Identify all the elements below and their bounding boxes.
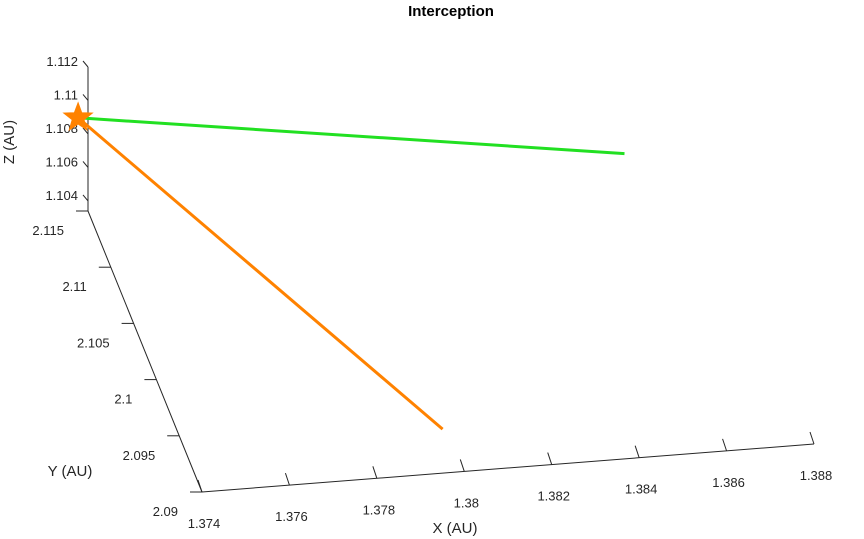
y-tick-label: 2.105 [77,335,110,350]
z-ticks: 1.104 1.106 1.108 1.11 1.112 [45,54,89,203]
z-tick-label: 1.11 [54,87,78,102]
y-ticks: 2.09 2.095 2.1 2.105 2.11 2.115 [32,210,202,519]
series-layer [77,116,625,431]
axes: 1.374 1.376 1.378 1.38 1.382 1.384 1.386 1.388 … [32,54,832,531]
x-ticks: 1.374 1.376 1.378 1.38 1.382 1.384 1.386 1.388 [188,431,833,531]
x-tick-mark [372,466,378,479]
z-tick-mark [82,161,89,168]
x-tick-label: 1.378 [363,502,396,517]
x-tick-label: 1.376 [275,509,308,524]
x-tick-mark [809,431,815,445]
x-tick-mark [722,438,728,452]
x-tick-label: 1.386 [712,475,745,490]
z-tick-mark [82,94,89,101]
x-tick-label: 1.384 [625,482,658,497]
z-tick-label: 1.112 [46,54,78,69]
y-tick-label: 2.1 [114,392,132,407]
x-tick-mark [547,452,553,465]
x-tick-mark [459,459,465,472]
z-tick-label: 1.106 [45,154,78,169]
x-tick-label: 1.374 [188,516,221,531]
y-tick-label: 2.09 [153,504,178,519]
y-axis-label: Y (AU) [48,463,93,480]
series-line-2 [77,116,444,431]
z-tick-mark [82,194,89,202]
z-tick-mark [82,60,89,68]
y-tick-label: 2.115 [32,223,64,238]
z-tick-mark [82,127,89,135]
marker-layer [62,101,94,132]
x-tick-label: 1.38 [454,495,479,510]
x-axis-label: X (AU) [433,520,478,537]
z-axis-label: Z (AU) [1,120,18,164]
x-tick-mark [284,472,290,486]
x-axis-line [201,443,815,493]
x-tick-label: 1.382 [537,489,570,504]
y-tick-label: 2.11 [62,279,86,294]
z-tick-label: 1.108 [45,121,78,136]
star-marker [62,101,94,132]
x-tick-mark [634,445,640,458]
y-axis-line [87,210,203,493]
series-line-1 [78,116,625,156]
chart-title: Interception [408,3,494,20]
z-tick-label: 1.104 [45,188,78,203]
y-tick-label: 2.095 [123,448,156,463]
x-tick-mark [197,479,203,493]
x-tick-label: 1.388 [800,468,833,483]
